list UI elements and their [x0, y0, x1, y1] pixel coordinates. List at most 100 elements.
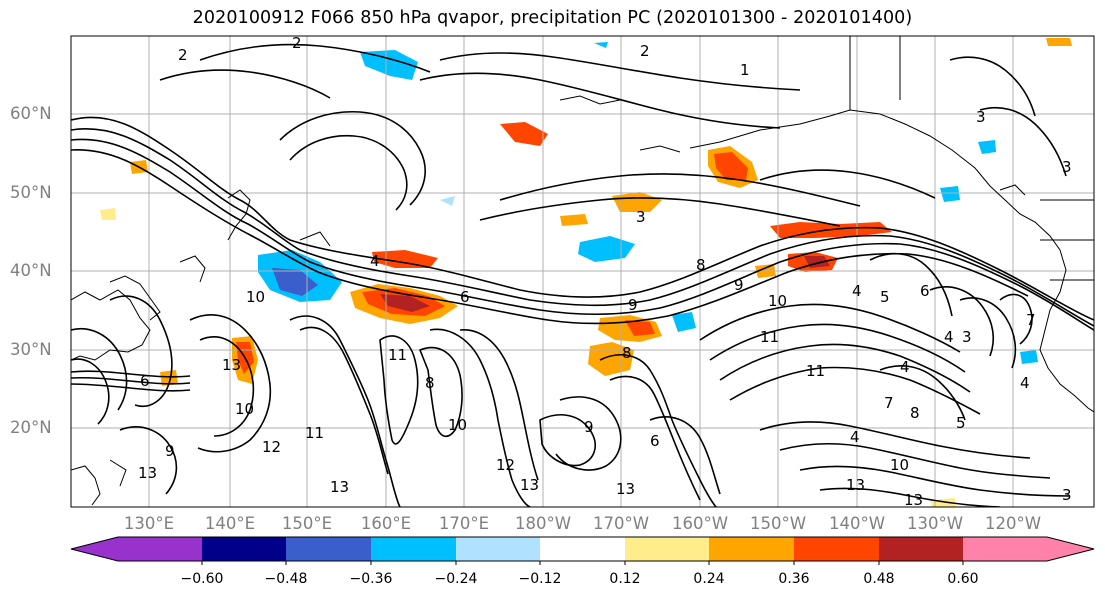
colorbar-segment: [625, 537, 709, 561]
colorbar-tick-label: −0.60: [180, 571, 224, 587]
lon-label: 160°E: [360, 514, 412, 533]
contour-label: 8: [425, 374, 435, 392]
colorbar-tick-label: −0.12: [518, 571, 562, 587]
contour-label: 3: [1062, 158, 1072, 176]
contour-label: 9: [584, 418, 594, 436]
contour-label: 11: [388, 346, 407, 364]
contour-label: 2: [292, 34, 302, 52]
contour-label: 6: [140, 372, 150, 390]
contour-label: 12: [496, 456, 515, 474]
lat-label: 60°N: [10, 104, 52, 123]
lon-label: 180°W: [514, 514, 572, 533]
colorbar-segment: [540, 537, 625, 561]
colorbar-tick-label: 0.60: [947, 571, 979, 587]
lon-label: 140°E: [204, 514, 256, 533]
contour-label: 11: [305, 424, 324, 442]
contour-label: 11: [760, 328, 779, 346]
contour-label: 5: [956, 414, 966, 432]
lat-label: 20°N: [10, 418, 52, 437]
precip-positive-patches: [100, 38, 1072, 507]
contour-label: 13: [846, 476, 865, 494]
lon-label: 120°W: [984, 514, 1042, 533]
lon-label: 150°W: [749, 514, 807, 533]
colorbar-tick-label: 0.48: [863, 571, 895, 587]
map-frame: [70, 35, 1095, 508]
contour-label: 6: [460, 288, 470, 306]
colorbar-segment: [71, 537, 118, 561]
precip-negative-patches: [258, 42, 1038, 364]
lon-label: 130°W: [906, 514, 964, 533]
contour-label: 5: [880, 288, 890, 306]
contour-label: 3: [1062, 486, 1072, 504]
colorbar-segment: [118, 537, 202, 561]
lon-label: 150°E: [281, 514, 333, 533]
contour-labels: 2 2 1 2 3 3 3 4 6 10 13 10 12 9 13 11 13…: [138, 34, 1072, 509]
contour-label: 4: [852, 282, 862, 300]
contour-label: 4: [900, 358, 910, 376]
map-content: 2 2 1 2 3 3 3 4 6 10 13 10 12 9 13 11 13…: [71, 34, 1094, 509]
contour-label: 8: [910, 404, 920, 422]
contour-label: 6: [920, 282, 930, 300]
coastlines: [71, 36, 1094, 506]
contour-label: 8: [696, 256, 706, 274]
colorbar-tick-label: −0.48: [264, 571, 308, 587]
colorbar-tick-label: 0.36: [778, 571, 810, 587]
lon-label: 170°W: [592, 514, 650, 533]
contour-label: 4: [1020, 374, 1030, 392]
contour-label: 4: [850, 428, 860, 446]
contour-label: 6: [650, 432, 660, 450]
contour-label: 13: [904, 491, 923, 509]
colorbar-outline: [70, 536, 1095, 562]
lat-label: 50°N: [10, 183, 52, 202]
contour-label: 10: [235, 400, 254, 418]
contour-label: 4: [370, 252, 380, 270]
colorbar-segment: [456, 537, 540, 561]
contour-label: 9: [734, 276, 744, 294]
lon-label: 170°E: [438, 514, 490, 533]
contour-label: 10: [890, 456, 909, 474]
contour-label: 2: [178, 46, 188, 64]
contour-label: 4: [944, 328, 954, 346]
lon-label: 140°W: [828, 514, 886, 533]
colorbar-segment: [286, 537, 371, 561]
contour-label: 10: [448, 416, 467, 434]
contour-label: 2: [640, 42, 650, 60]
contour-label: 13: [520, 476, 539, 494]
colorbar-segment: [1047, 537, 1094, 561]
contour-label: 13: [330, 478, 349, 496]
contour-label: 12: [262, 438, 281, 456]
contour-label: 13: [138, 464, 157, 482]
map-title: 2020100912 F066 850 hPa qvapor, precipit…: [192, 8, 913, 28]
contour-label: 10: [768, 292, 787, 310]
colorbar-segment: [879, 537, 963, 561]
contour-label: 1: [740, 61, 750, 79]
graticule: [71, 36, 1094, 507]
contour-label: 3: [962, 328, 972, 346]
contour-label: 7: [884, 394, 894, 412]
contour-label: 8: [622, 344, 632, 362]
contour-label: 7: [1026, 311, 1036, 329]
colorbar-segment: [371, 537, 456, 561]
colorbar-tick-label: −0.24: [434, 571, 478, 587]
lat-label: 30°N: [10, 340, 52, 359]
colorbar-tick-label: −0.36: [349, 571, 393, 587]
lon-label: 160°W: [671, 514, 729, 533]
contour-label: 13: [616, 480, 635, 498]
contour-label: 9: [628, 296, 638, 314]
colorbar-tick-label: 0.12: [609, 571, 641, 587]
contour-label: 9: [165, 442, 175, 460]
contour-label: 11: [806, 362, 825, 380]
lat-label: 40°N: [10, 261, 52, 280]
colorbar-segment: [202, 537, 286, 561]
colorbar-segment: [709, 537, 794, 561]
contour-label: 13: [222, 356, 241, 374]
colorbar-segment: [963, 537, 1047, 561]
contour-label: 10: [246, 288, 265, 306]
lon-label: 130°E: [123, 514, 175, 533]
contour-label: 3: [636, 208, 646, 226]
colorbar-tick-label: 0.24: [693, 571, 725, 587]
contour-label: 3: [976, 108, 986, 126]
colorbar-segment: [794, 537, 879, 561]
colorbar: [70, 536, 1095, 565]
